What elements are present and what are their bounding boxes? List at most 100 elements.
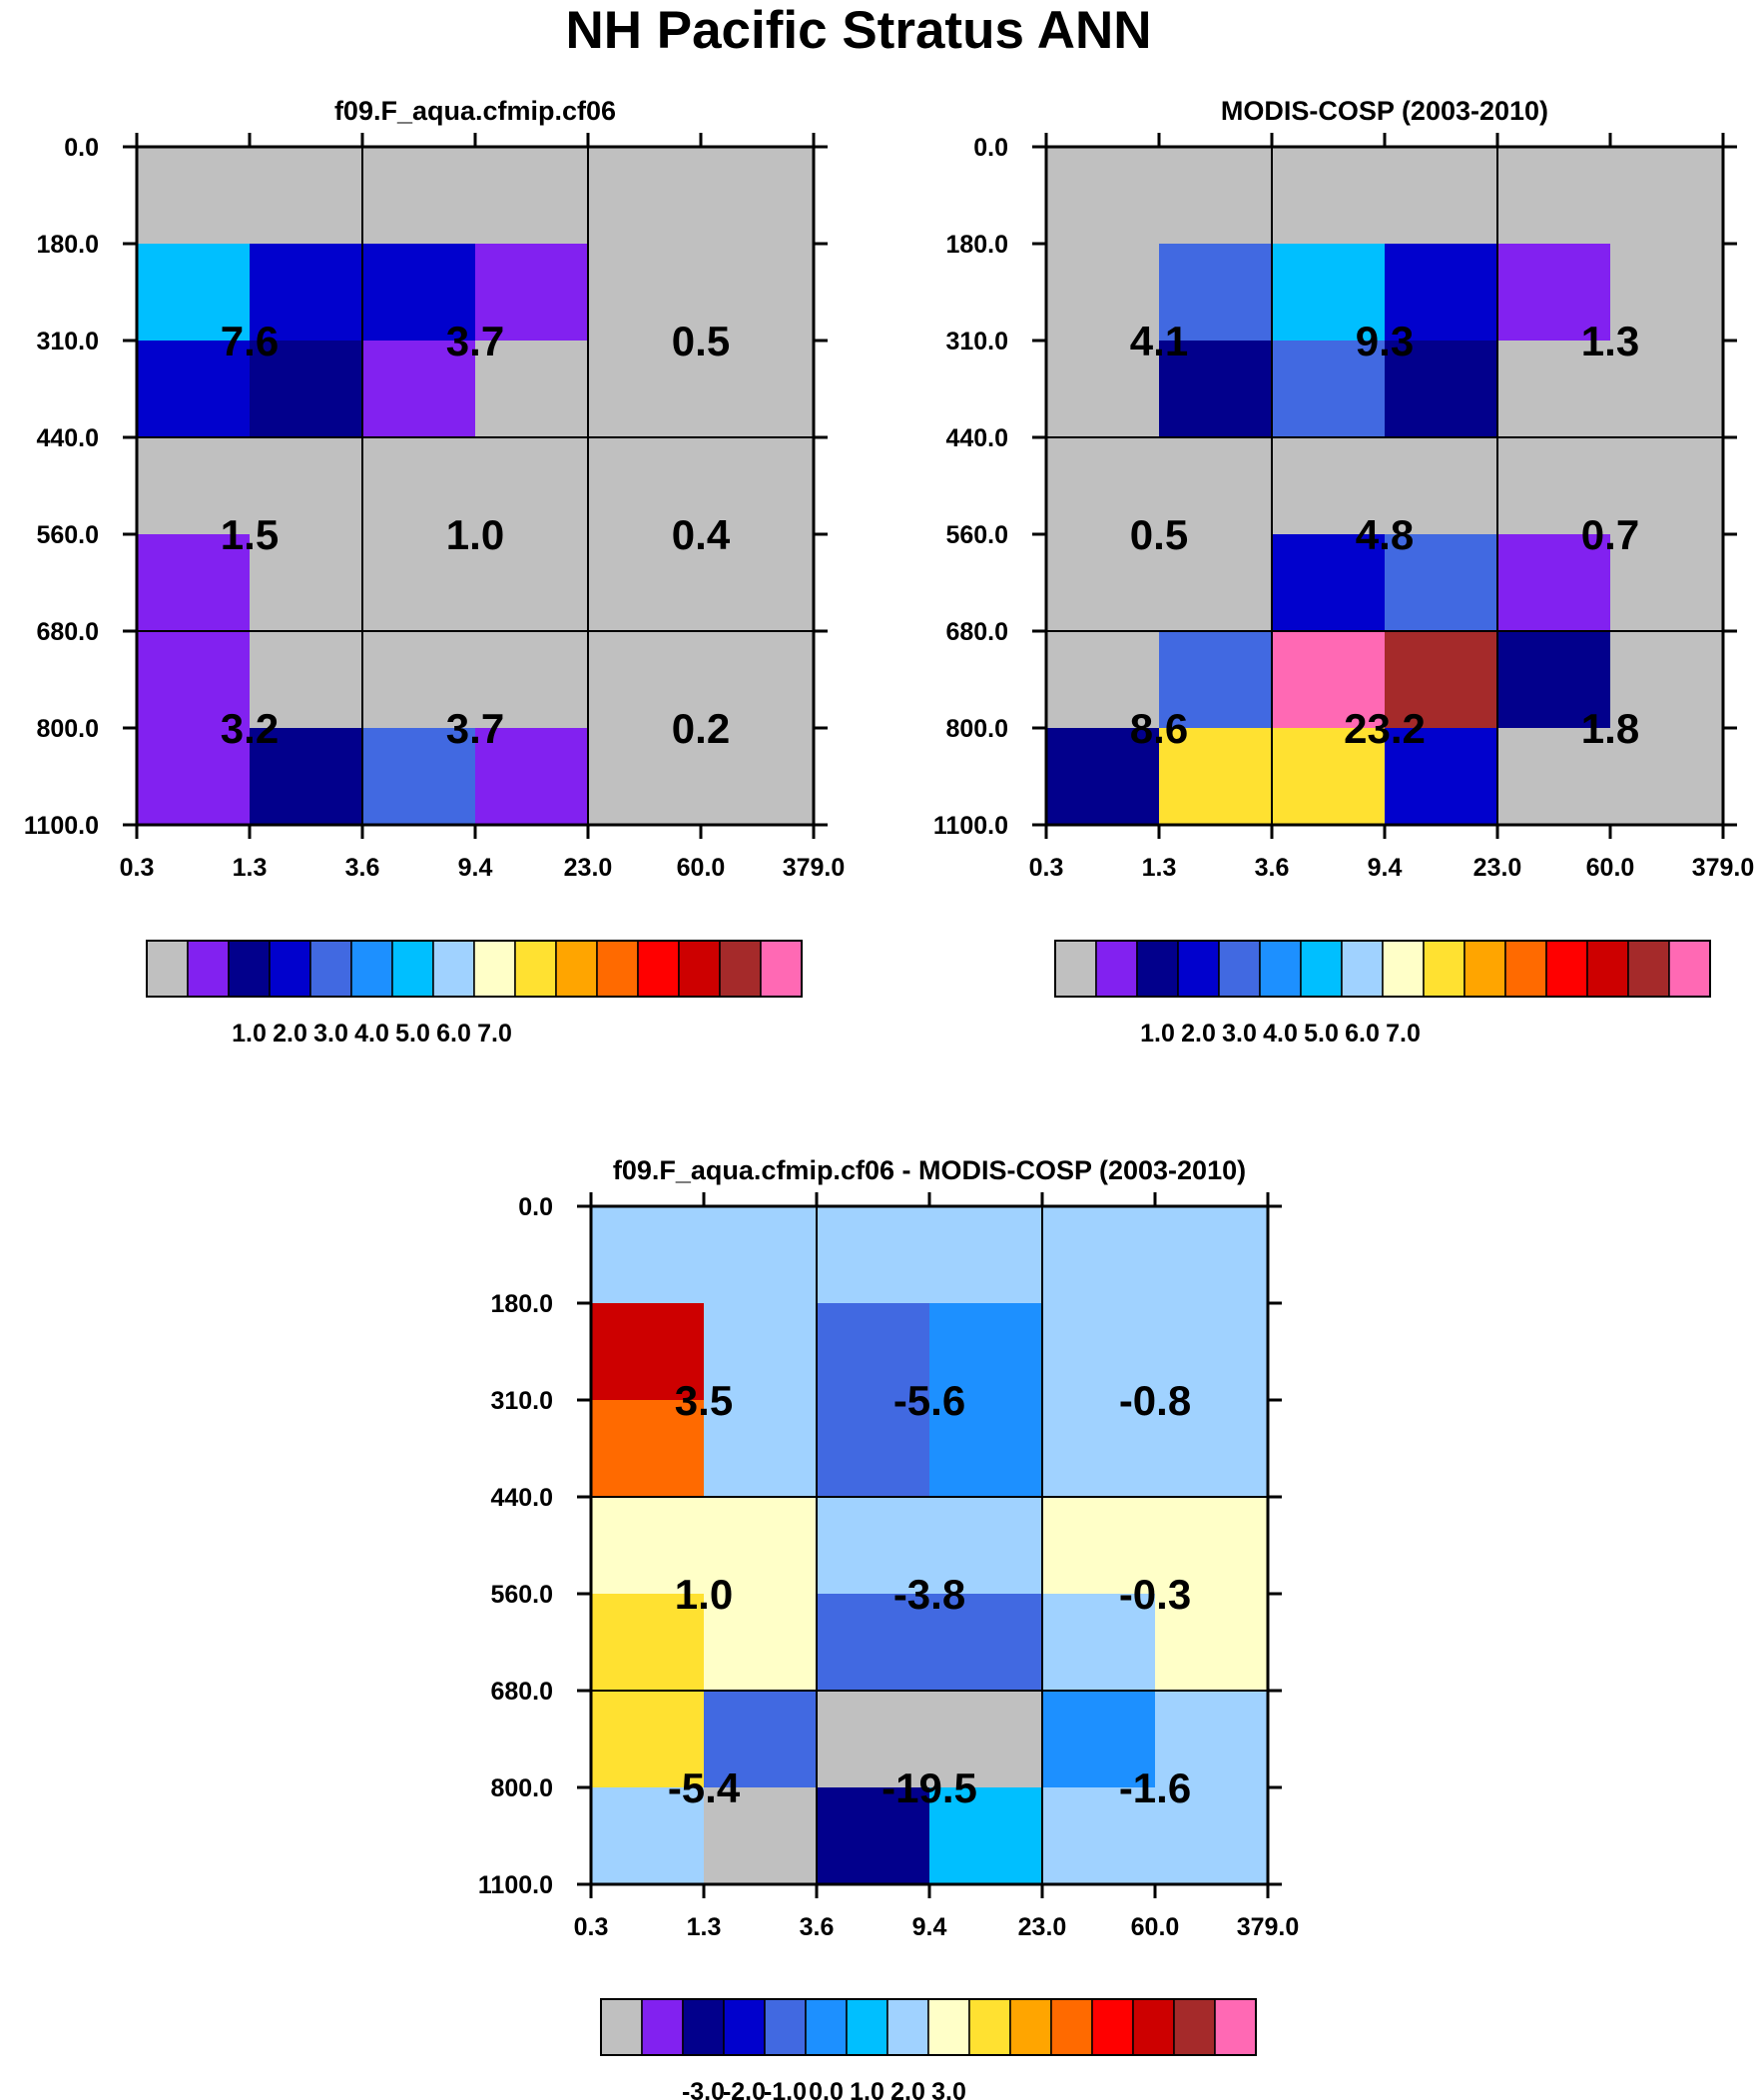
colorbar-swatch [1173,1998,1216,2056]
x-tick-label: 9.4 [912,1913,947,1941]
heatmap-cell [475,244,589,342]
x-tick-label: 1.3 [233,854,268,882]
heatmap-cell [1042,1594,1156,1692]
heatmap-cell [250,631,363,729]
heatmap-cell [1272,437,1386,535]
group-value-label: 1.0 [675,1571,733,1618]
heatmap-cell [137,244,251,342]
heatmap-cell [704,1400,818,1498]
colorbar-tick-label: 4.0 [1263,1020,1298,1048]
colorbar-swatch [719,940,762,998]
heatmap-cell [1610,728,1724,826]
heatmap-cell [1155,1400,1269,1498]
heatmap-cell [1497,147,1611,245]
heatmap-cell [137,437,251,535]
heatmap-cell [362,341,476,438]
heatmap-cell [1159,728,1273,826]
y-tick-label: 1100.0 [933,812,1008,840]
heatmap-cell [588,341,702,438]
heatmap-cell [250,147,363,245]
heatmap-cell [701,341,815,438]
colorbar-swatch [1054,940,1097,998]
group-value-label: -19.5 [881,1764,977,1811]
colorbar-swatch [637,940,680,998]
heatmap-cell [362,244,476,342]
colorbar-tick-label: 1.0 [1140,1020,1175,1048]
heatmap-cell [817,1594,930,1692]
heatmap-cell [1159,341,1273,438]
heatmap-cell [929,1497,1043,1595]
colorbar-swatch [228,940,271,998]
heatmap-cell [817,1206,930,1304]
colorbar-swatch [473,940,516,998]
colorbar-tick-label: 6.0 [1345,1020,1380,1048]
y-tick-label: 0.0 [518,1193,553,1221]
colorbar-swatch [760,940,803,998]
heatmap-cell [475,341,589,438]
colorbar-swatch [1136,940,1179,998]
x-tick-label: 379.0 [783,854,846,882]
colorbar-swatch [1095,940,1138,998]
heatmap-cell [1159,147,1273,245]
group-value-label: 3.2 [221,705,279,752]
heatmap-cell [362,147,476,245]
x-tick-label: 0.3 [120,854,155,882]
colorbar-swatch [1050,1998,1093,2056]
colorbar-swatch [1259,940,1302,998]
heatmap-cell [929,1691,1043,1788]
colorbar-tick-label: 4.0 [354,1020,389,1048]
y-tick-label: 680.0 [945,618,1008,646]
y-tick-label: 180.0 [490,1290,553,1318]
heatmap-cell [137,728,251,826]
heatmap-cell [1385,244,1498,342]
colorbar-swatch [968,1998,1011,2056]
heatmap-cell [591,1206,705,1304]
heatmap-cell [250,728,363,826]
x-tick-label: 3.6 [800,1913,835,1941]
colorbar-swatch [1177,940,1220,998]
heatmap-cell [1159,631,1273,729]
colorbar-tick-label: 2.0 [273,1020,307,1048]
group-value-label: 4.1 [1130,318,1188,364]
colorbar-swatch [1545,940,1588,998]
colorbar-swatch [600,1998,643,2056]
heatmap-cell [137,631,251,729]
colorbar-tick-label: 7.0 [477,1020,512,1048]
y-tick-label: 1100.0 [24,812,99,840]
colorbar-swatch [641,1998,684,2056]
heatmap-cell [588,631,702,729]
heatmap-cell [817,1400,930,1498]
colorbar-tick-label: -3.0 [682,2078,725,2100]
colorbar-swatch [1668,940,1711,998]
x-tick-label: 3.6 [345,854,380,882]
heatmap-cell [1046,147,1160,245]
colorbar-swatch [846,1998,888,2056]
colorbar-tick-label: -1.0 [764,2078,807,2100]
colorbar-swatch [1341,940,1384,998]
heatmap-cell [929,1303,1043,1401]
y-tick-label: 560.0 [945,521,1008,549]
colorbar-swatch [1504,940,1547,998]
colorbar-swatch [1464,940,1506,998]
colorbar-swatch [514,940,557,998]
colorbar-tick-label: 2.0 [890,2078,925,2100]
heatmap-cell [1610,631,1724,729]
group-value-label: -5.6 [893,1377,965,1424]
heatmap-cell [591,1787,705,1885]
colorbar-tick-label: 3.0 [1222,1020,1257,1048]
heatmap-cell [588,244,702,342]
x-tick-label: 379.0 [1692,854,1755,882]
group-value-label: -0.8 [1119,1377,1191,1424]
group-value-label: -1.6 [1119,1764,1191,1811]
heatmap-cell [1046,244,1160,342]
colorbar-swatch [350,940,393,998]
colorbar-swatch [764,1998,807,2056]
heatmap-cell [1155,1206,1269,1304]
colorbar-tick-label: 5.0 [395,1020,430,1048]
colorbar-swatch [1091,1998,1134,2056]
y-tick-label: 800.0 [945,715,1008,743]
heatmap-cell [1272,631,1386,729]
colorbar-swatch [678,940,721,998]
colorbar-swatch [723,1998,766,2056]
heatmap-cell [1155,1497,1269,1595]
